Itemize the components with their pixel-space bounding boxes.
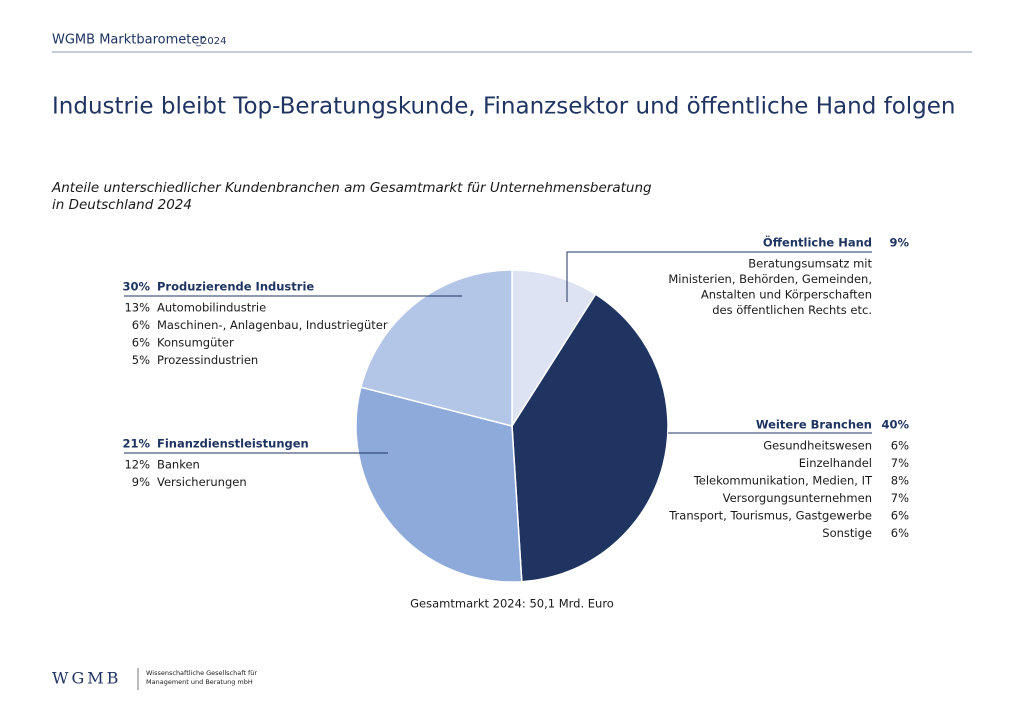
item-value: 13% bbox=[124, 301, 150, 315]
segment-name: Produzierende Industrie bbox=[157, 280, 314, 294]
item-value: 7% bbox=[891, 491, 909, 505]
segment-value: 30% bbox=[122, 280, 150, 294]
item-value: 6% bbox=[891, 439, 909, 453]
item-name: Gesundheitswesen bbox=[763, 439, 872, 453]
item-name: Telekommunikation, Medien, IT bbox=[693, 474, 873, 488]
item-name: Einzelhandel bbox=[799, 456, 872, 470]
subtitle: Anteile unterschiedlicher Kundenbranchen… bbox=[51, 180, 652, 196]
pie-slice bbox=[359, 269, 513, 427]
item-value: 6% bbox=[132, 318, 150, 332]
item-name: Versorgungsunternehmen bbox=[723, 491, 872, 505]
item-value: 7% bbox=[891, 456, 909, 470]
segment-value: 40% bbox=[881, 418, 909, 432]
item-name: Transport, Tourismus, Gastgewerbe bbox=[668, 509, 872, 523]
description: des öffentlichen Rechts etc. bbox=[712, 303, 872, 317]
item-value: 9% bbox=[132, 475, 150, 489]
subtitle: in Deutschland 2024 bbox=[52, 197, 192, 213]
headline: Industrie bleibt Top-Beratungskunde, Fin… bbox=[52, 94, 956, 120]
segment-name: Weitere Branchen bbox=[756, 418, 872, 432]
footer-org: Wissenschaftliche Gesellschaft für bbox=[146, 669, 257, 677]
leader-line bbox=[566, 251, 872, 302]
item-name: Versicherungen bbox=[157, 475, 247, 489]
pie-slice bbox=[511, 293, 669, 583]
note: Gesamtmarkt 2024: 50,1 Mrd. Euro bbox=[410, 597, 614, 611]
item-name: Automobilindustrie bbox=[157, 301, 266, 315]
item-name: Konsumgüter bbox=[157, 336, 234, 350]
item-value: 6% bbox=[891, 509, 909, 523]
item-value: 12% bbox=[124, 458, 150, 472]
pie-slice bbox=[355, 386, 523, 583]
item-value: 5% bbox=[132, 353, 150, 367]
item-value: 8% bbox=[891, 474, 909, 488]
footer-org: Management und Beratung mbH bbox=[146, 678, 253, 686]
segment-name: Finanzdienstleistungen bbox=[157, 437, 309, 451]
item-name: Prozessindustrien bbox=[157, 353, 258, 367]
item-value: 6% bbox=[132, 336, 150, 350]
description: Ministerien, Behörden, Gemeinden, bbox=[668, 272, 872, 286]
edition: _2024 bbox=[195, 36, 226, 47]
brand: WGMB Marktbarometer bbox=[52, 33, 205, 48]
item-name: Sonstige bbox=[822, 526, 872, 540]
item-value: 6% bbox=[891, 526, 909, 540]
segment-name: Öffentliche Hand bbox=[763, 235, 872, 250]
pie-slice bbox=[511, 269, 597, 429]
segment-value: 21% bbox=[122, 437, 150, 451]
segment-value: 9% bbox=[889, 236, 909, 250]
description: Anstalten und Körperschaften bbox=[701, 288, 872, 302]
description: Beratungsumsatz mit bbox=[748, 257, 872, 271]
item-name: Banken bbox=[157, 458, 200, 472]
item-name: Maschinen-, Anlagenbau, Industriegüter bbox=[157, 318, 388, 332]
footer-logo: WGMB bbox=[52, 669, 121, 688]
